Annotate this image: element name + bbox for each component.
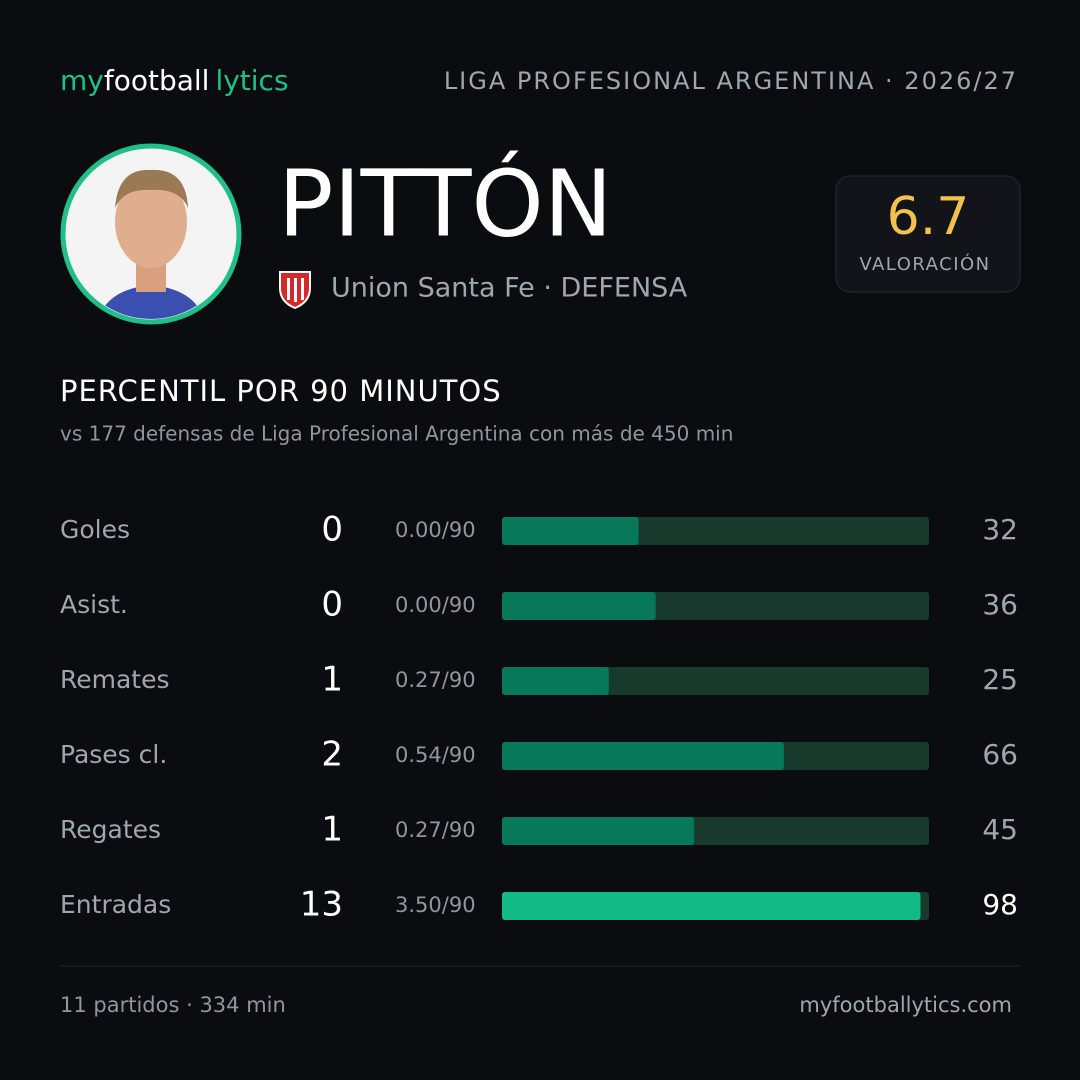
stat-per90: 0.27/90 [395, 668, 476, 692]
stat-label: Asist. [60, 590, 128, 619]
stat-total: 0 [321, 510, 343, 550]
player-name: PITTÓN [278, 148, 613, 257]
percentile: 45 [982, 813, 1018, 846]
stat-per90: 0.27/90 [395, 818, 476, 842]
stat-total: 1 [321, 660, 343, 700]
bar [502, 892, 921, 920]
brand-part: my [60, 64, 104, 97]
brand-part: lytics [215, 64, 288, 97]
avatar [60, 143, 242, 325]
bar [502, 667, 609, 695]
section-title: PERCENTIL POR 90 MINUTOS [60, 374, 502, 408]
rating: 6.7 [887, 187, 970, 247]
stat-label: Pases cl. [60, 740, 167, 769]
league: LIGA PROFESIONAL ARGENTINA · 2026/27 [444, 67, 1018, 95]
stat-total: 0 [321, 585, 343, 625]
section-subtitle: vs 177 defensas de Liga Profesional Arge… [60, 422, 733, 446]
percentile: 32 [982, 513, 1018, 546]
stat-total: 13 [300, 885, 343, 925]
stat-label: Remates [60, 665, 170, 694]
stat-label: Entradas [60, 890, 171, 919]
stat-label: Goles [60, 515, 130, 544]
stat-per90: 0.00/90 [395, 593, 476, 617]
brand-part: football [104, 64, 210, 97]
percentile: 36 [982, 588, 1018, 621]
stat-total: 2 [321, 735, 343, 775]
percentile: 66 [982, 738, 1018, 771]
stat-label: Regates [60, 815, 161, 844]
bar [502, 517, 639, 545]
bar [502, 742, 784, 770]
team-line: Union Santa Fe · DEFENSA [331, 273, 688, 304]
footer-site: myfootballytics.com [799, 993, 1012, 1017]
bar [502, 592, 656, 620]
club-crest [279, 271, 311, 310]
rating-box [835, 175, 1021, 293]
stat-per90: 3.50/90 [395, 893, 476, 917]
footer-summary: 11 partidos · 334 min [60, 993, 286, 1017]
stat-total: 1 [321, 810, 343, 850]
percentile: 98 [982, 888, 1018, 921]
percentile: 25 [982, 663, 1018, 696]
bar [502, 817, 695, 845]
brand: myfootball lytics [60, 64, 289, 97]
stat-per90: 0.00/90 [395, 518, 476, 542]
rating-label: VALORACIÓN [859, 253, 990, 275]
stat-per90: 0.54/90 [395, 743, 476, 767]
